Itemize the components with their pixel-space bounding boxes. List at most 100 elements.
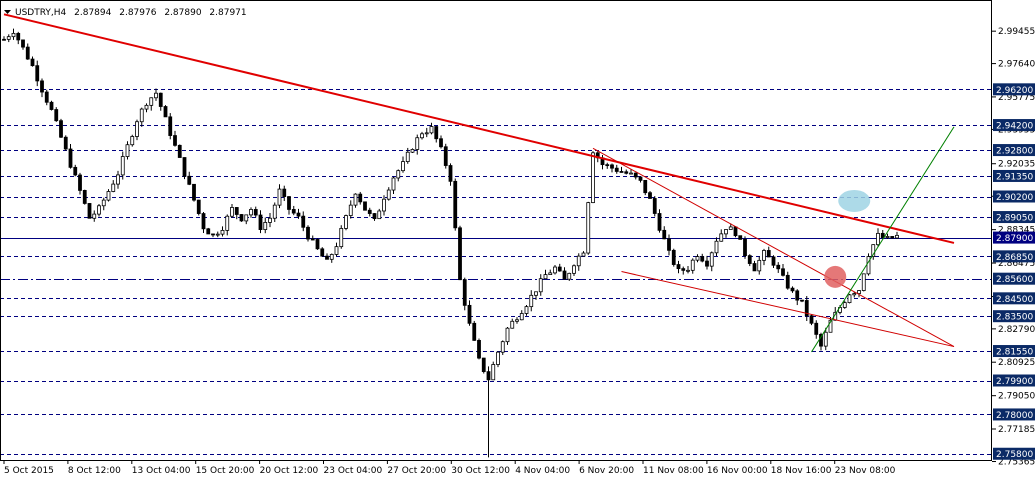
high-value: 2.87976: [119, 8, 156, 18]
time-label: 5 Oct 2015: [4, 466, 54, 476]
candle-body: [895, 234, 899, 239]
candle-body: [263, 222, 268, 230]
candle-body: [610, 164, 614, 169]
trend-line[interactable]: [811, 126, 955, 353]
time-label: 20 Oct 12:00: [260, 466, 319, 476]
candle-body: [591, 152, 595, 204]
candle-body: [101, 199, 106, 207]
low-value: 2.87890: [164, 8, 201, 18]
candle-body: [54, 109, 59, 122]
level-label: 2.79900: [996, 377, 1033, 387]
candle-body: [866, 256, 871, 275]
candle-body: [690, 259, 695, 271]
time-label: 16 Nov 00:00: [707, 466, 768, 476]
candle-body: [443, 146, 448, 166]
candle-body: [301, 215, 306, 228]
candle-body: [462, 279, 467, 306]
level-label-box: [993, 231, 1035, 244]
candle-body: [329, 254, 334, 260]
candle-body: [472, 322, 477, 341]
trend-line[interactable]: [3, 13, 955, 244]
candle-body: [515, 319, 519, 322]
candle-body: [676, 264, 681, 270]
triangle-down-icon[interactable]: [4, 10, 11, 14]
candle-body: [747, 255, 752, 264]
candle-body: [92, 213, 97, 219]
candle-body: [743, 238, 747, 257]
candle-body: [434, 126, 439, 140]
candle-body: [135, 121, 139, 137]
candle-body: [776, 264, 781, 270]
time-label: 27 Oct 20:00: [387, 466, 446, 476]
candle-body: [519, 313, 524, 321]
candle-body: [876, 232, 880, 246]
candle-body: [59, 120, 63, 138]
candle-body: [258, 214, 263, 230]
candle-body: [16, 32, 21, 41]
level-label: 2.92800: [996, 147, 1033, 157]
candle-body: [68, 148, 73, 168]
candle-body: [282, 188, 287, 197]
candle-body: [439, 138, 443, 148]
candle-body: [125, 144, 130, 157]
level-label-box: [993, 447, 1035, 460]
candle-body: [239, 214, 244, 222]
level-label-box: [993, 345, 1035, 358]
candle-body: [885, 236, 890, 238]
candle-body: [809, 315, 814, 324]
candle-body: [11, 32, 16, 38]
svg-text:USDTRY,H4 2.87894: USDTRY,H4 2.87894 2.87976 2.87890 2.8797…: [15, 8, 247, 18]
candle-body: [619, 171, 624, 173]
candle-body: [268, 217, 272, 223]
candle-body: [700, 256, 705, 262]
candle-body: [781, 268, 785, 276]
time-label: 8 Oct 12:00: [68, 466, 121, 476]
candle-body: [277, 188, 282, 206]
level-label-box: [993, 272, 1035, 285]
candle-body: [705, 260, 709, 267]
time-axis: 5 Oct 2015 8 Oct 12:00 13 Oct 04:00 15 Oct …: [3, 460, 896, 476]
candle-body: [762, 250, 766, 261]
candle-body: [852, 293, 857, 296]
candle-body: [800, 299, 804, 302]
candle-body: [553, 266, 557, 274]
candle-body: [629, 172, 633, 175]
candle-body: [785, 274, 790, 289]
candle-body: [187, 175, 192, 185]
trend-line[interactable]: [592, 147, 955, 348]
candle-body: [624, 171, 629, 174]
candle-body: [230, 207, 234, 217]
candle-body: [35, 65, 40, 82]
plot-frame: [0, 0, 992, 461]
candle-body: [215, 233, 220, 236]
time-label: 23 Oct 04:00: [324, 466, 383, 476]
candles-layer: [2, 28, 899, 458]
candle-body: [738, 235, 743, 240]
candle-body: [73, 166, 78, 176]
candle-body: [363, 201, 367, 211]
candle-body: [296, 212, 301, 217]
candle-body: [377, 210, 382, 220]
trend-line[interactable]: [621, 271, 955, 348]
candle-body: [453, 180, 458, 229]
candle-body: [173, 135, 177, 146]
candle-body: [177, 144, 182, 158]
candle-body: [291, 209, 296, 214]
candle-body: [2, 38, 6, 41]
levels-layer: [0, 89, 991, 455]
level-label: 2.94200: [996, 122, 1033, 132]
candle-body: [130, 136, 135, 146]
candle-body: [168, 116, 173, 136]
candle-body: [652, 198, 657, 214]
candle-body: [40, 80, 44, 93]
candle-body: [49, 101, 54, 110]
candle-body: [861, 273, 866, 291]
price-tick-label: 2.95775: [998, 93, 1035, 103]
candle-body: [353, 193, 358, 206]
candle-body: [405, 151, 410, 162]
candle-body: [638, 176, 643, 181]
candle-body: [576, 255, 581, 267]
candle-body: [192, 183, 196, 201]
highlight-marker: [838, 189, 871, 212]
